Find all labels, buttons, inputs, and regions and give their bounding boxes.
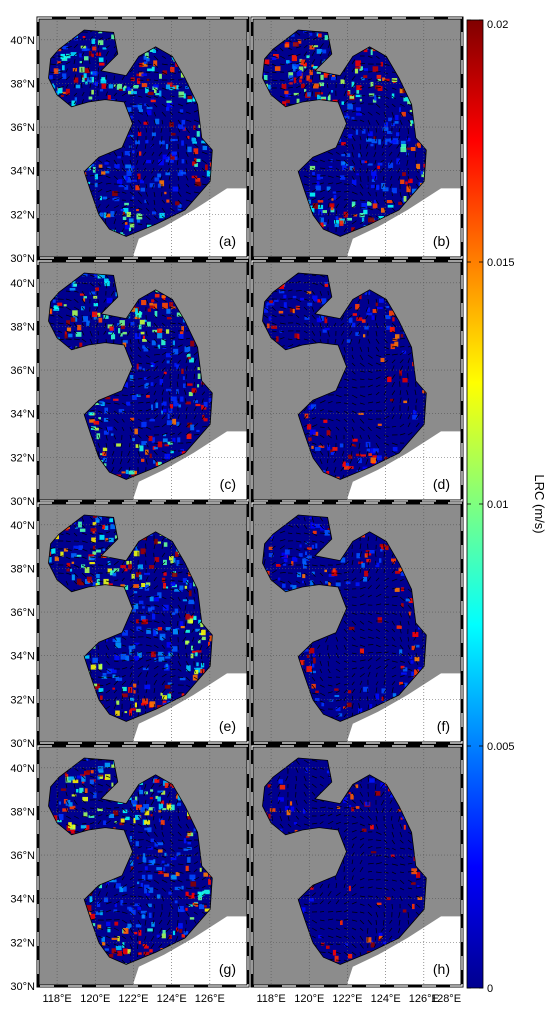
colorbar-ticks: 0 0.005 0.01 0.015 0.02 [467,19,515,995]
coastline [48,272,213,480]
lat-tick-label: 40°N [10,35,35,47]
colorbar: 0 0.005 0.01 0.015 0.02 LRC (m/s) [466,19,547,995]
lat-tick-label: 38°N [10,321,35,333]
map-panel-g: (g) [36,744,250,988]
coastline [262,757,427,965]
lat-tick-label: 40°N [10,520,35,532]
lat-tick-label: 30°N [10,981,35,993]
latitude-axis: 30°N 32°N 34°N 36°N 38°N 40°N 30°N 32°N 34°N 36°N… [10,35,35,993]
colorbar-tick-label: 0.015 [487,257,515,269]
colorbar-tick-label: 0.02 [487,19,508,31]
lon-tick-label: 122°E [118,993,148,1005]
panel-label: (a) [219,233,236,249]
panel-label: (f) [437,718,450,734]
graticule [38,503,248,743]
lat-tick-label: 34°N [10,409,35,421]
outside-domain [346,673,462,743]
lat-tick-label: 34°N [10,894,35,906]
lat-tick-label: 38°N [10,806,35,818]
colorbar-tick-label: 0.01 [487,499,508,511]
coastline [48,514,213,722]
panel-label: (b) [433,233,450,249]
lat-tick-label: 32°N [10,937,35,949]
panel-label: (h) [433,961,450,977]
lat-tick-label: 34°N [10,166,35,178]
lon-tick-label: 118°E [256,993,285,1005]
graticule [38,746,248,986]
coastline [262,514,427,722]
lat-tick-label: 34°N [10,651,35,663]
lat-tick-label: 36°N [10,365,35,377]
coastline [262,272,427,480]
map-panel-c: (c) [36,259,250,503]
longitude-axis: 118°E 120°E 122°E 124°E 126°E 118°E 120°E 122°E… [42,993,461,1005]
colorbar-tick-label: 0.005 [487,741,515,753]
outside-domain [132,673,248,743]
outside-domain [346,188,462,258]
coastline [262,29,427,237]
outside-domain [132,188,248,258]
lat-tick-label: 38°N [10,78,35,90]
lon-tick-label: 126°E [195,993,225,1005]
lat-tick-label: 36°N [10,607,35,619]
lat-tick-label: 30°N [10,496,35,508]
colorbar-tick-label: 0 [487,983,493,995]
map-panel-f: (f) [250,501,464,745]
outside-domain [346,916,462,986]
map-panel-e: (e) [36,501,250,745]
coastline [48,757,213,965]
lat-tick-label: 32°N [10,209,35,221]
lon-tick-label: 122°E [332,993,362,1005]
lat-tick-label: 30°N [10,253,35,265]
map-panel-b: (b) [250,16,464,260]
map-panel-h: (h) [250,744,464,988]
lat-tick-label: 38°N [10,563,35,575]
lat-tick-label: 32°N [10,694,35,706]
graticule [252,261,462,501]
lon-tick-label: 126°E [409,993,439,1005]
map-panel-d: (d) [250,259,464,503]
lat-tick-label: 36°N [10,850,35,862]
outside-domain [346,431,462,501]
map-panels: (a) (b) (c) (d) (e) (f) (g) (h) [36,16,464,988]
graticule [252,18,462,258]
lon-tick-label: 120°E [294,993,324,1005]
lat-tick-label: 40°N [10,278,35,290]
coastline [48,29,213,237]
panel-label: (d) [433,476,450,492]
graticule [38,18,248,258]
graticule [252,746,462,986]
map-panel-a: (a) [36,16,250,260]
lat-tick-label: 36°N [10,122,35,134]
lat-tick-label: 32°N [10,452,35,464]
lat-tick-label: 40°N [10,763,35,775]
lon-tick-label: 124°E [371,993,401,1005]
lon-tick-label: 128°E [431,993,461,1005]
panel-label: (c) [220,476,236,492]
colorbar-label: LRC (m/s) [532,474,547,533]
lon-tick-label: 120°E [80,993,110,1005]
lat-tick-label: 30°N [10,738,35,750]
graticule [252,503,462,743]
lon-tick-label: 124°E [157,993,187,1005]
outside-domain [132,431,248,501]
outside-domain [132,916,248,986]
panel-label: (g) [219,961,236,977]
panel-label: (e) [219,718,236,734]
graticule [38,261,248,501]
lon-tick-label: 118°E [42,993,71,1005]
